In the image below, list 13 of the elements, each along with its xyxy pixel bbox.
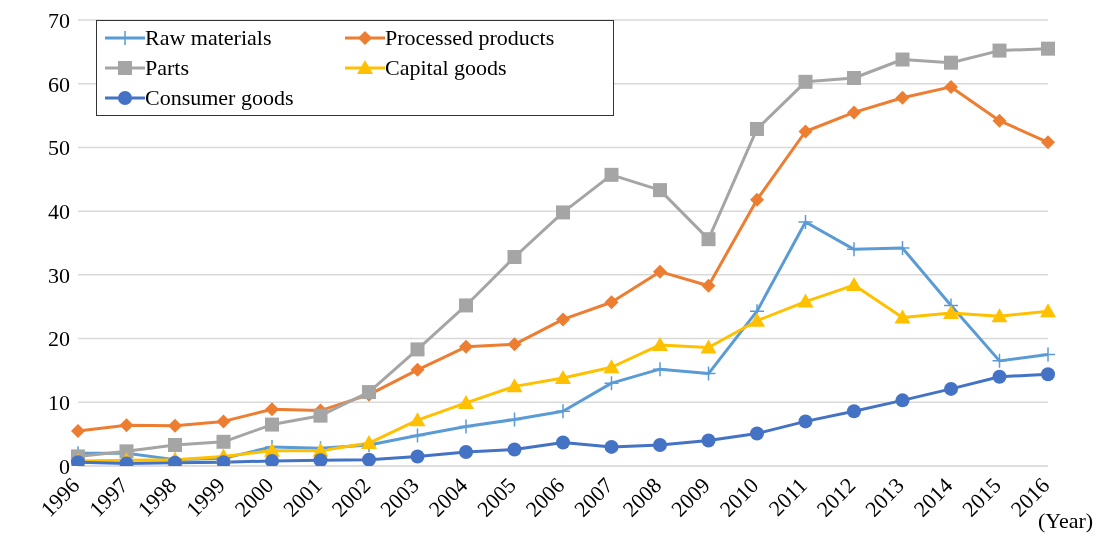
legend-label: Consumer goods	[145, 85, 294, 111]
legend-label: Raw materials	[145, 25, 272, 51]
y-tick-label: 50	[48, 135, 70, 161]
y-tick-label: 0	[59, 453, 70, 479]
y-tick-label: 40	[48, 198, 70, 224]
legend-label: Capital goods	[385, 55, 507, 81]
y-tick-label: 30	[48, 262, 70, 288]
y-tick-label: 10	[48, 390, 70, 416]
legend-label: Parts	[145, 55, 189, 81]
y-tick-label: 20	[48, 326, 70, 352]
legend-label: Processed products	[385, 25, 555, 51]
y-tick-label: 60	[48, 71, 70, 97]
y-tick-label: 70	[48, 7, 70, 33]
